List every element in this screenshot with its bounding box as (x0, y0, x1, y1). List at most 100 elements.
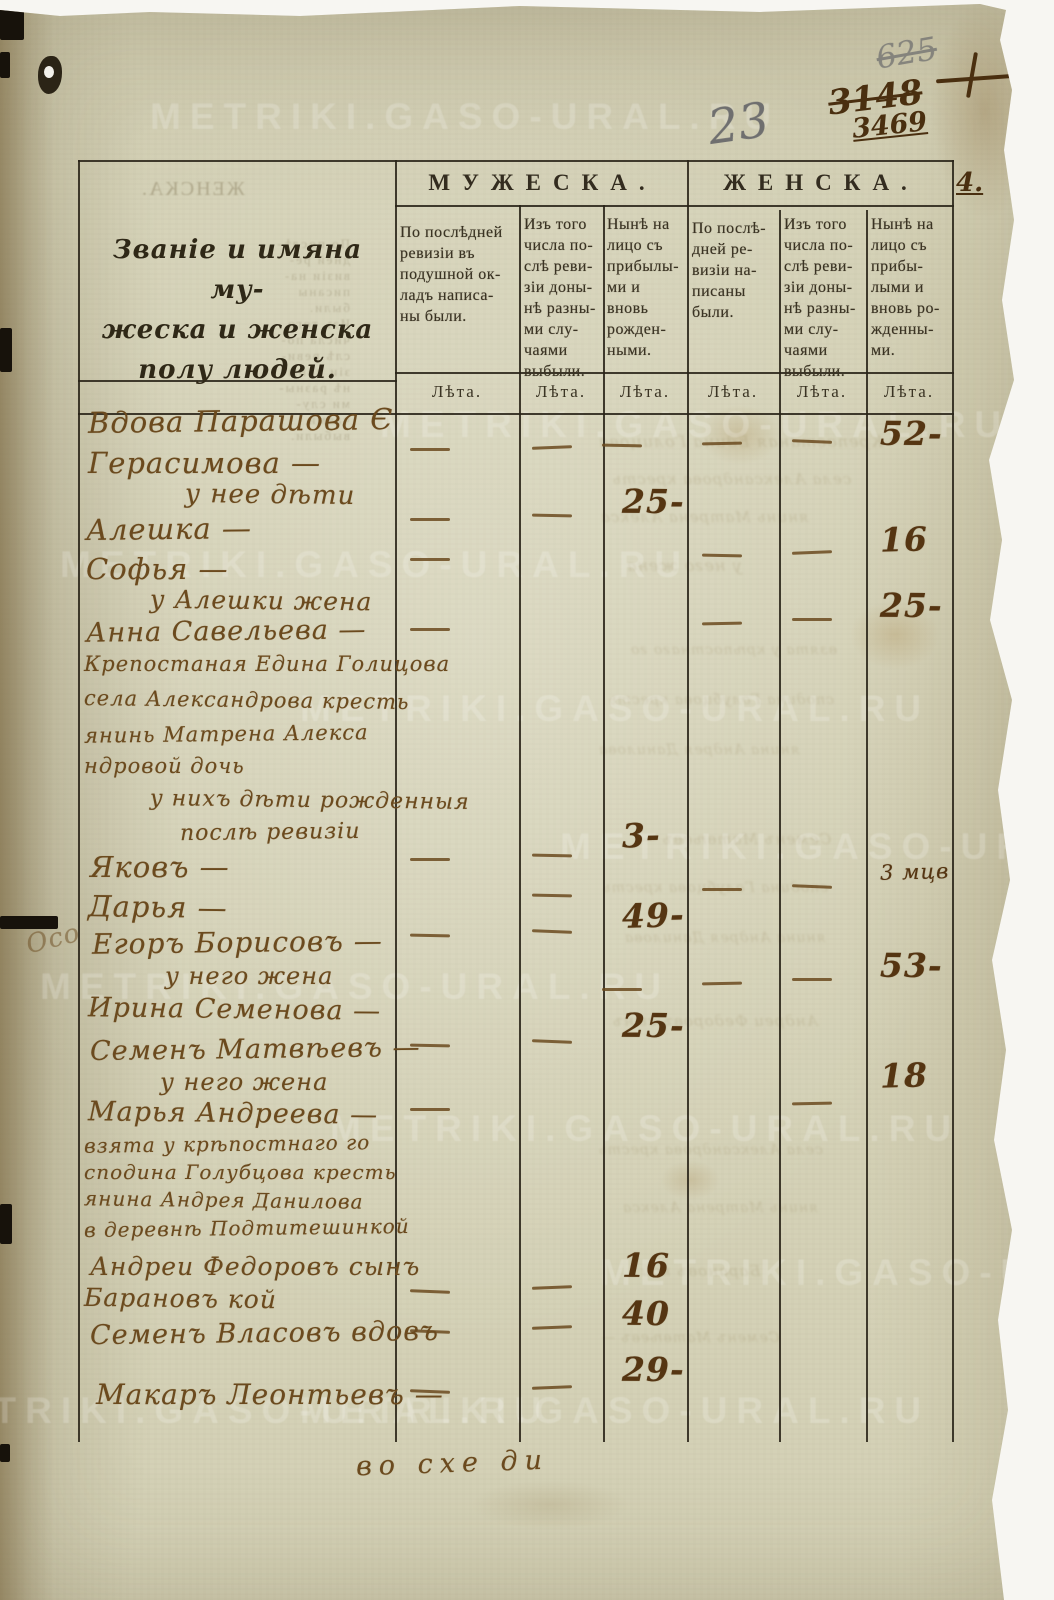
age-dash-mark (531, 513, 573, 518)
bleed-through-text: взята у крѣпостнаго го (630, 642, 837, 658)
site-watermark: METRIKI.GASO-URAL.RU (380, 404, 1011, 445)
register-entry-line: Егоръ Борисовъ — (91, 924, 383, 961)
leta-label: Лѣта. (883, 382, 935, 401)
table-rule (395, 372, 954, 374)
archival-number-ink: 3469 (850, 106, 929, 145)
register-entry-line: янинь Матрена Алекса (83, 720, 369, 748)
table-rule (78, 160, 80, 1442)
register-entry-line: янина Андрея Данилова (83, 1186, 364, 1214)
register-entry-line: Крепостаная Едина Голицова (84, 652, 451, 676)
binding-stitch (0, 4, 24, 40)
binding-stitch (0, 328, 12, 372)
age-value: 3- (621, 815, 662, 856)
register-entry-line: у него жена (165, 962, 334, 990)
age-value: 53- (879, 945, 943, 986)
age-value: 16 (621, 1245, 671, 1286)
binding-stitch (0, 916, 58, 929)
table-rule (603, 205, 605, 1442)
binding-stitch (0, 52, 10, 78)
age-dash-mark (792, 978, 832, 981)
age-dash-mark (410, 858, 450, 861)
leta-label: Лѣта. (707, 382, 759, 401)
age-dash-mark (410, 1108, 450, 1111)
age-value: 25- (879, 585, 943, 626)
site-watermark: METRIKI.GASO-URAL.RU (560, 826, 1033, 867)
age-dash-mark (410, 628, 450, 631)
table-rule (952, 160, 954, 1442)
register-entry-line: Семенъ Матвѣевъ — (89, 1031, 421, 1068)
site-watermark: METRIKI.GASO-URAL.RU (300, 1390, 931, 1431)
register-entry-line: Алешка — (85, 510, 253, 548)
age-dash-mark (410, 558, 450, 561)
column-header-f2: Изъ того числа по- слѣ реви- зіи доны- н… (784, 216, 856, 380)
register-entry-line: Софья — (86, 552, 229, 586)
stain (660, 1160, 720, 1200)
age-dash-mark (410, 448, 450, 451)
stain (470, 1480, 630, 1530)
age-dash-mark (531, 1039, 573, 1044)
register-entry-line: сподина Голубцова кресть (84, 1160, 397, 1184)
register-entry-line: послѣ ревизіи (179, 818, 361, 847)
table-rule (687, 160, 689, 1442)
ink-cross-mark (935, 72, 1014, 84)
site-watermark: METRIKI.GASO-URAL.RU (40, 966, 671, 1007)
site-watermark: METRIKI.GASO-URAL.RU (600, 1252, 1037, 1293)
table-rule (519, 205, 521, 1442)
register-entry-line: взята у крѣпостнаго го (83, 1130, 371, 1158)
column-header-f1: По послѣ- дней ре- визіи на- писаны были… (692, 220, 767, 321)
page-number-pencil: 23 (704, 92, 773, 156)
register-entry-line: Ирина Семенова — (87, 992, 382, 1027)
register-entry-line: Макаръ Леонтьевъ — (96, 1378, 444, 1411)
bleed-through-print: ЖЕНСКА. (140, 178, 245, 200)
age-dash-mark (531, 445, 573, 450)
table-rule (78, 380, 397, 382)
site-watermark: METRIKI.GASO-URAL.RU (60, 544, 691, 585)
register-entry-line: Барановъ кой (83, 1282, 278, 1315)
age-value: 25- (621, 1005, 685, 1046)
column-header-m2: Изъ того числа по- слѣ реви- зіи доны- н… (524, 216, 596, 380)
site-watermark: METRIKI.GASO-URAL.RU (150, 96, 781, 137)
age-dash-mark (701, 981, 743, 986)
wormhole-light (44, 66, 54, 78)
register-entry-line: Анна Савельева — (85, 614, 367, 649)
age-dash-mark (602, 988, 642, 991)
age-dash-mark (702, 888, 742, 891)
section-title-male: МУЖЕСКА. (428, 170, 657, 195)
age-dash-mark (791, 550, 833, 555)
site-watermark: METRIKI.GASO-URAL.RU (300, 688, 931, 729)
table-rule (78, 160, 954, 162)
register-entry-line: Вдова Парашова Є (87, 402, 394, 440)
age-dash-mark (701, 621, 743, 626)
leta-label: Лѣта. (619, 382, 671, 401)
table-rule (779, 210, 781, 1442)
table-rule (78, 413, 954, 415)
column-header-m3: Нынѣ на лицо съ прибылы- ми и вновь рожд… (607, 216, 680, 359)
age-value: 49- (621, 895, 686, 936)
register-entry-line: у нихъ дѣти рожденныя (149, 786, 470, 815)
site-watermark: METRIKI.GASO-URAL.RU (330, 1108, 961, 1149)
binding-gutter (0, 4, 54, 1600)
register-entry-line: Яковъ — (90, 850, 230, 884)
age-dash-mark (531, 853, 573, 858)
register-entry-line: Дарья — (87, 889, 228, 925)
register-entry-line: ндровой дочь (84, 754, 245, 778)
register-entry-line: Марья Андреева — (87, 1096, 379, 1131)
age-dash-mark (409, 1289, 451, 1294)
register-entry-line: Семенъ Власовъ вдовъ (89, 1315, 440, 1352)
age-value: 16 (879, 519, 929, 560)
register-entry-line: у нее дѣти (184, 478, 356, 512)
age-dash-mark (791, 1101, 833, 1106)
age-dash-mark (792, 618, 832, 621)
binding-stitch (0, 1204, 12, 1244)
table-rule (866, 210, 868, 1442)
leta-label: Лѣта. (796, 382, 848, 401)
leta-label: Лѣта. (431, 382, 483, 401)
binding-stitch (0, 1444, 10, 1462)
bleed-through-text: янинь Матрена Алекса (622, 1200, 819, 1216)
archival-number-crossed-pencil: 625 (873, 28, 940, 78)
age-dash-mark (531, 893, 573, 898)
table-rule (395, 205, 954, 207)
age-value: 29- (621, 1349, 685, 1390)
